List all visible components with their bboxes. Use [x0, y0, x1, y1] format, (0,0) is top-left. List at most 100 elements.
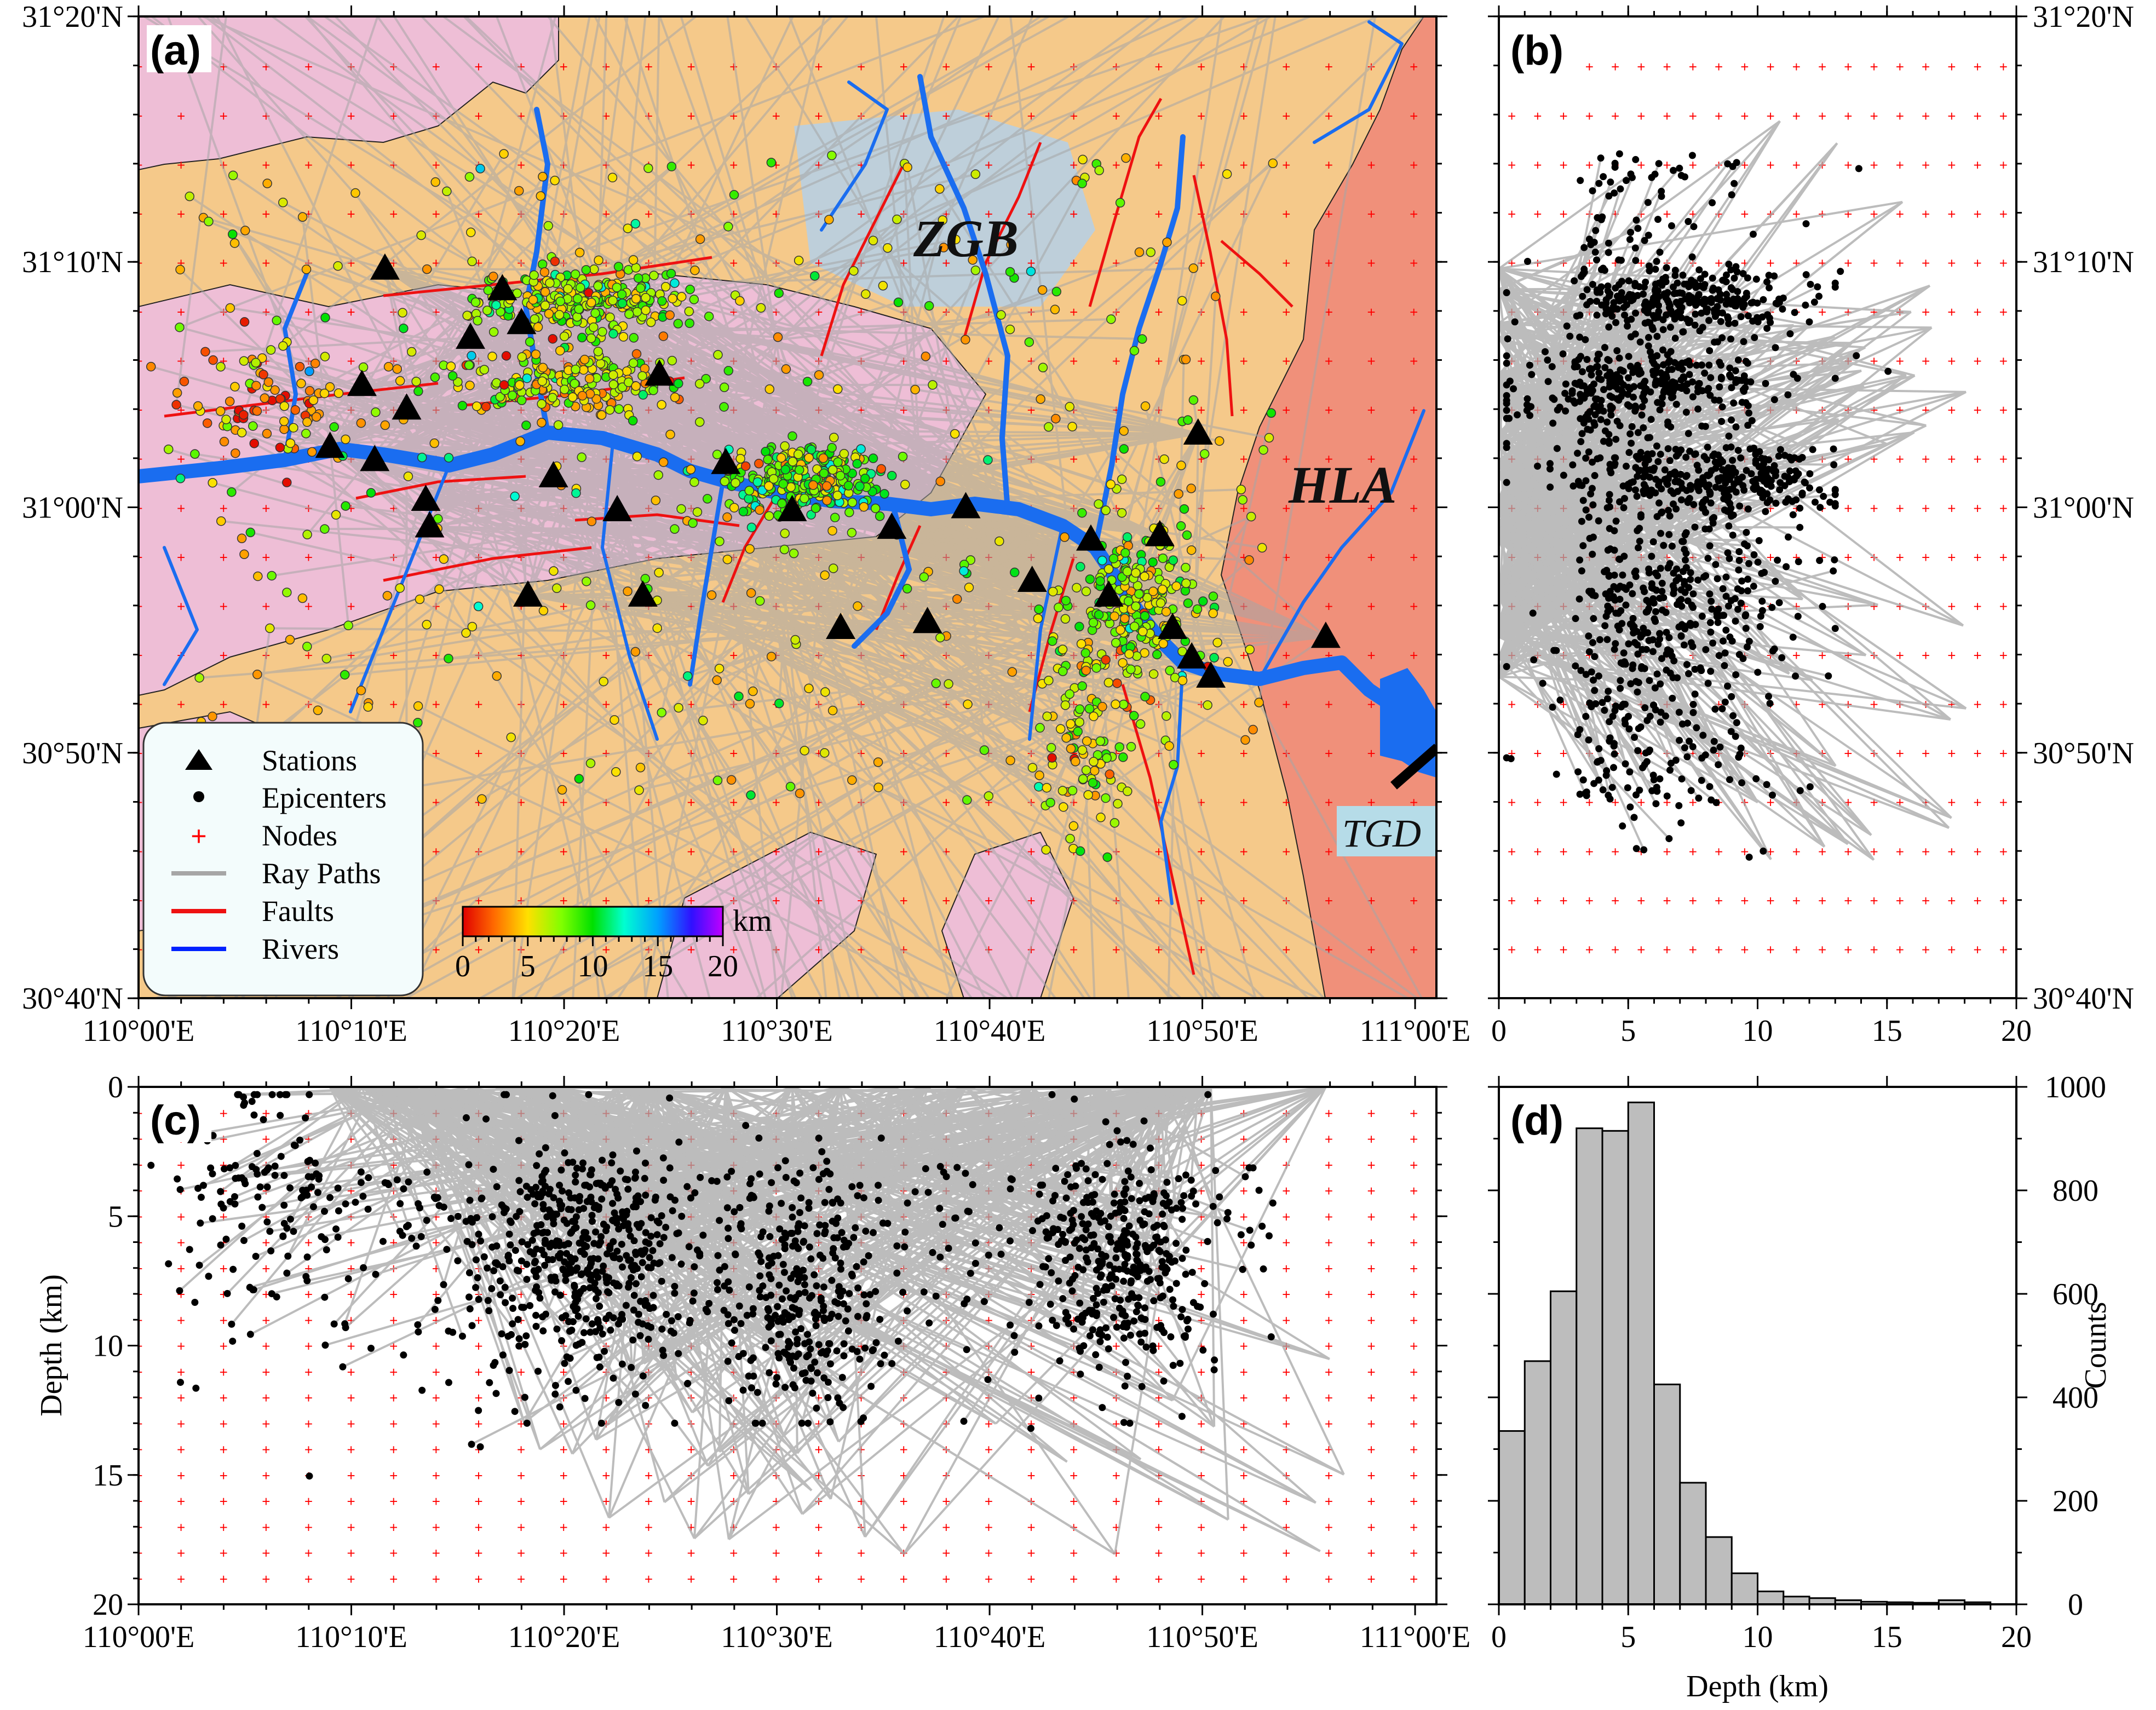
node: + — [1870, 255, 1878, 271]
ray-path — [301, 217, 331, 447]
ray-path — [375, 508, 877, 998]
ray-path — [329, 180, 556, 448]
epicenter — [1622, 601, 1630, 609]
epicenter — [215, 406, 226, 416]
epicenter — [628, 358, 639, 368]
node: + — [645, 59, 653, 75]
node: + — [1767, 59, 1775, 75]
node: + — [474, 696, 482, 713]
epicenter — [1038, 362, 1048, 373]
epicenter — [1140, 401, 1151, 411]
epicenter — [1047, 753, 1057, 763]
epicenter — [1754, 559, 1762, 566]
epicenter — [860, 473, 870, 483]
epicenter — [706, 590, 717, 600]
epicenter — [1682, 359, 1690, 366]
epicenter — [713, 350, 723, 360]
geology-pink-southeast — [941, 831, 1074, 998]
node: + — [177, 598, 185, 614]
epicenter — [1645, 319, 1652, 326]
epicenter — [1718, 403, 1726, 411]
epicenter — [1109, 818, 1120, 828]
epicenter — [1756, 448, 1763, 456]
epicenter — [774, 698, 784, 709]
node: + — [1637, 108, 1645, 124]
epicenter — [1716, 383, 1723, 391]
node: + — [1740, 108, 1749, 124]
epicenter — [1268, 158, 1278, 169]
node: + — [1896, 59, 1904, 75]
node: + — [1999, 451, 2008, 468]
epicenter — [466, 227, 476, 238]
epicenter — [738, 506, 749, 517]
node: + — [1197, 745, 1205, 762]
epicenter — [301, 429, 311, 439]
epicenter — [752, 477, 763, 487]
epicenter — [1640, 389, 1648, 397]
node: + — [177, 500, 185, 516]
epicenter — [810, 503, 821, 513]
epicenter — [577, 332, 587, 343]
epicenter — [1642, 465, 1649, 473]
ray-path — [205, 337, 471, 353]
node: + — [1947, 304, 1956, 320]
epicenter — [467, 350, 476, 361]
epicenter — [272, 315, 281, 325]
node: + — [1508, 893, 1516, 909]
fault-line — [875, 525, 922, 630]
epicenter — [1095, 736, 1106, 746]
epicenter — [1159, 454, 1169, 464]
epicenter — [764, 511, 774, 521]
epicenter — [1503, 352, 1510, 360]
node: + — [1689, 108, 1697, 124]
node: + — [517, 843, 525, 860]
legend-faults-label: Faults — [262, 895, 334, 928]
node: + — [1637, 59, 1645, 75]
epicenter — [1641, 396, 1648, 404]
river — [1258, 409, 1425, 681]
epicenter — [768, 474, 779, 484]
epicenter — [510, 491, 520, 502]
node: + — [1282, 402, 1290, 418]
epicenter — [754, 458, 764, 469]
node: + — [1792, 59, 1801, 75]
node: + — [134, 304, 142, 320]
epicenter — [1756, 623, 1764, 630]
epicenter — [1102, 852, 1112, 862]
epicenter — [1641, 377, 1649, 385]
epicenter — [1215, 436, 1224, 446]
node: + — [517, 893, 525, 909]
epicenter — [1562, 380, 1569, 388]
node: + — [134, 206, 142, 222]
epicenter — [638, 390, 648, 400]
panel-a-map: ++++++++++++++++++++++++++++++++++++++++… — [134, 15, 1438, 999]
epicenter — [304, 366, 314, 376]
epicenter — [876, 464, 887, 474]
epicenter — [1047, 636, 1057, 646]
epicenter — [1663, 479, 1671, 487]
epicenter — [1257, 543, 1267, 553]
epicenter — [607, 172, 618, 183]
node: + — [1533, 157, 1542, 173]
epicenter — [550, 175, 560, 186]
epicenter — [701, 373, 711, 384]
epicenter — [1727, 373, 1734, 381]
epicenter — [1054, 602, 1063, 613]
ray-path — [243, 360, 905, 998]
epicenter — [1667, 487, 1675, 494]
epicenter — [1631, 486, 1639, 494]
epicenter — [1117, 508, 1127, 518]
epicenter — [1625, 448, 1633, 456]
epicenter — [1663, 264, 1670, 272]
node: + — [1240, 304, 1248, 320]
node: + — [687, 108, 695, 124]
epicenter — [289, 423, 298, 433]
epicenter — [745, 544, 755, 554]
node: + — [1974, 108, 1982, 124]
epicenter — [723, 222, 733, 232]
epicenter — [312, 412, 321, 422]
epicenter — [1717, 318, 1724, 325]
node: + — [1947, 451, 1956, 468]
node: + — [1533, 941, 1542, 958]
epicenter — [790, 635, 800, 645]
